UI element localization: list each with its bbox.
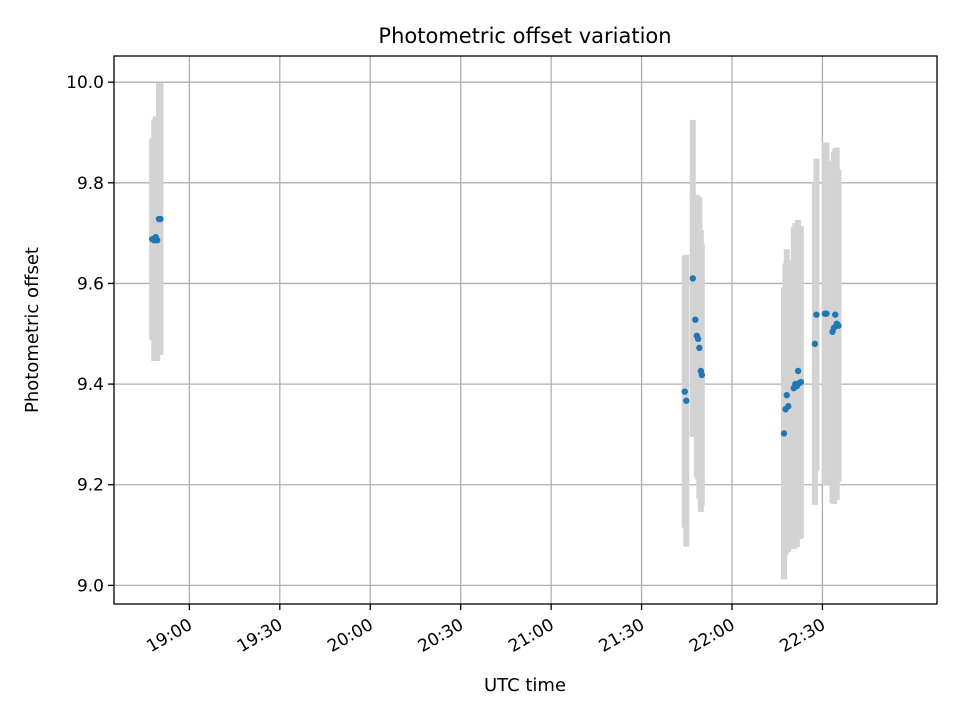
data-point <box>157 215 164 223</box>
data-point <box>811 340 819 348</box>
y-tick-label: 9.4 <box>77 375 104 395</box>
y-tick-label: 9.2 <box>77 476 104 496</box>
data-point <box>813 311 820 318</box>
data-point <box>785 403 792 410</box>
y-tick-label: 9.8 <box>77 174 104 194</box>
data-point <box>794 367 802 375</box>
data-point <box>832 311 839 318</box>
plot-frame <box>113 55 938 605</box>
data-point <box>780 430 788 437</box>
data-point <box>783 391 790 399</box>
data-point <box>835 322 842 329</box>
data-point <box>154 236 161 244</box>
data-points <box>148 215 842 437</box>
y-axis-title: Photometric offset <box>22 247 43 413</box>
chart-title: Photometric offset variation <box>378 24 671 48</box>
x-axis-title: UTC time <box>484 675 566 696</box>
data-point <box>694 335 702 343</box>
y-tick-label: 10.0 <box>66 73 104 93</box>
data-point <box>797 378 805 386</box>
data-point <box>823 310 830 317</box>
data-point <box>683 397 690 404</box>
data-point <box>681 388 688 395</box>
data-point <box>696 344 703 352</box>
data-point <box>698 371 706 379</box>
y-tick-label: 9.6 <box>77 274 104 294</box>
data-point <box>689 275 697 282</box>
y-axis: 9.0 9.2 9.4 9.6 9.8 10.0 <box>66 73 114 596</box>
data-point <box>692 316 699 323</box>
y-tick-label: 9.0 <box>77 576 104 596</box>
